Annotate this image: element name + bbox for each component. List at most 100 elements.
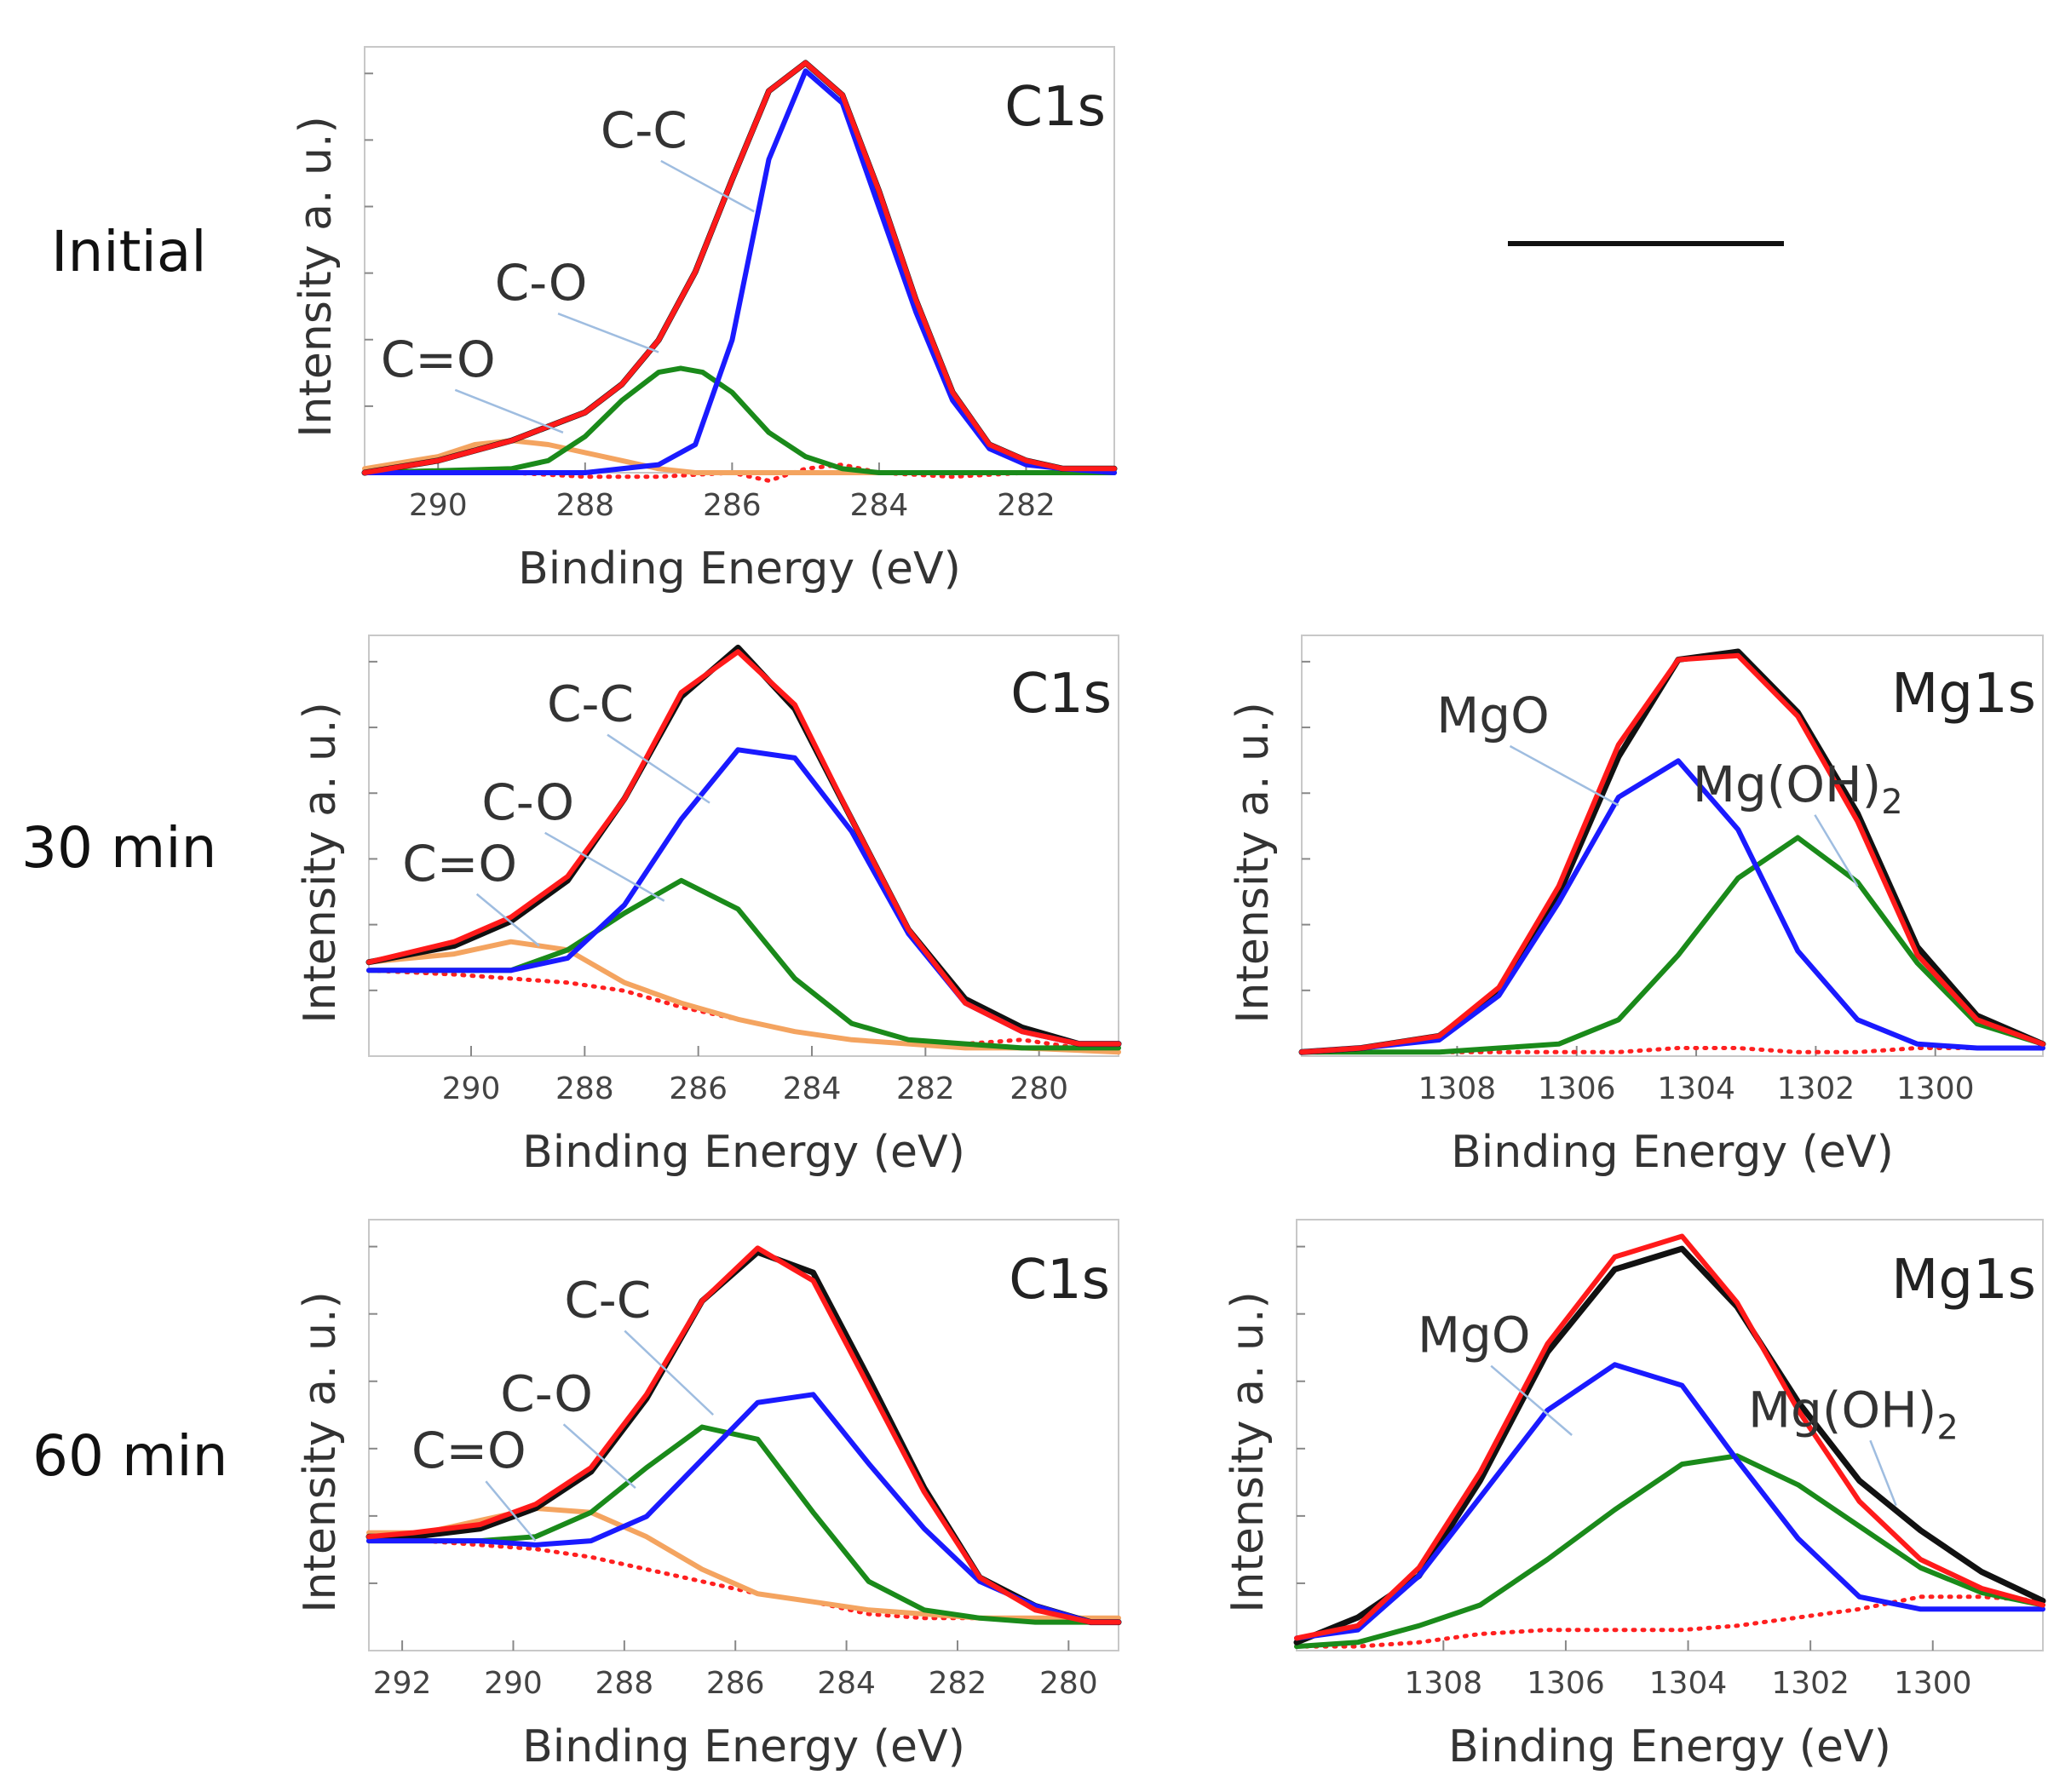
x-axis-title: Binding Energy (eV) — [522, 1721, 965, 1772]
x-tick-label: 282 — [896, 1071, 955, 1106]
y-axis-title: Intensity a. u.) — [295, 702, 346, 1024]
series-line-c-c — [362, 68, 1117, 475]
series-line-c-o — [366, 1424, 1121, 1625]
x-tick-label: 1302 — [1771, 1666, 1850, 1701]
x-tick-label: 1304 — [1649, 1666, 1728, 1701]
plot-frame — [368, 1219, 1119, 1651]
series-line-envelope — [362, 60, 1117, 475]
series-line-c-eq-o — [366, 939, 1121, 1055]
series-line-background — [1294, 1594, 2045, 1649]
x-tick-label: 280 — [1039, 1666, 1098, 1701]
peak-label: MgO — [1436, 686, 1550, 744]
peak-label: C-O — [495, 254, 588, 312]
plot-frame — [368, 635, 1119, 1057]
row-label-60min: 60 min — [32, 1423, 227, 1489]
chart-c1s_30min: 290 288 286 284 282 280 Binding Energy (eV) Int… — [295, 635, 1122, 1178]
series-line-mgo — [1299, 758, 2045, 1055]
x-tick-label: 280 — [1010, 1071, 1068, 1106]
x-tick-label: 288 — [555, 1071, 614, 1106]
x-tick-label: 290 — [442, 1071, 501, 1106]
leader-line — [557, 313, 659, 353]
series-line-background — [366, 1538, 1121, 1621]
y-axis-title: Intensity a. u.) — [1222, 1291, 1274, 1613]
leader-line — [485, 1480, 537, 1542]
series-line-envelope — [366, 649, 1121, 1047]
peak-label-text: Mg(OH) — [1748, 1381, 1936, 1439]
x-tick-label: 1308 — [1405, 1666, 1483, 1701]
y-axis-title: Intensity a. u.) — [1228, 702, 1279, 1024]
x-tick-label: 290 — [409, 488, 468, 523]
leader-line — [475, 893, 540, 947]
x-tick-label: 286 — [669, 1071, 728, 1106]
peak-label-text: Mg(OH) — [1693, 755, 1881, 813]
leader-line — [1869, 1439, 1897, 1507]
series-line-mgoh2 — [1294, 1453, 2045, 1650]
y-axis-title: Intensity a. u.) — [291, 116, 342, 438]
leader-line — [544, 831, 665, 902]
peak-label: C=O — [402, 835, 517, 893]
x-tick-label: 290 — [484, 1666, 543, 1701]
row-label-30min: 30 min — [21, 815, 216, 881]
chart-c1s_initial: 290 288 286 284 282 Binding Energy (eV) Intens… — [291, 46, 1118, 594]
x-axis-title: Binding Energy (eV) — [1451, 1127, 1894, 1178]
peak-label: MgO — [1418, 1307, 1531, 1364]
leader-line — [607, 733, 710, 804]
peak-label: C-C — [564, 1272, 651, 1330]
x-tick-label: 284 — [783, 1071, 842, 1106]
series-line-background — [366, 968, 1121, 1054]
core-level-title: Mg1s — [1891, 1249, 2036, 1312]
series-line-c-o — [362, 365, 1117, 475]
core-level-title: C1s — [1010, 663, 1112, 726]
series-line-background — [1299, 1046, 2045, 1054]
x-axis-title: Binding Energy (eV) — [1448, 1721, 1891, 1772]
peak-label: C=O — [381, 330, 496, 388]
leader-line — [660, 159, 755, 213]
leader-line — [454, 388, 564, 434]
y-axis-title: Intensity a. u.) — [295, 1291, 346, 1613]
x-axis-title: Binding Energy (eV) — [518, 543, 961, 594]
x-tick-label: 292 — [373, 1666, 432, 1701]
peak-label: C-O — [500, 1364, 593, 1422]
series-line-experimental — [361, 60, 1118, 476]
x-tick-label: 286 — [706, 1666, 765, 1701]
leader-line — [1814, 814, 1859, 887]
peak-label: C-C — [601, 101, 687, 159]
x-tick-label: 288 — [555, 488, 614, 523]
leader-line — [562, 1423, 636, 1489]
x-tick-label: 1300 — [1894, 1666, 1972, 1701]
row-label-initial: Initial — [51, 219, 207, 284]
x-tick-label: 282 — [929, 1666, 987, 1701]
series-line-mgo — [1294, 1362, 2045, 1641]
series-line-envelope — [1299, 652, 2045, 1055]
peak-label-subscript: 2 — [1936, 1408, 1958, 1447]
series-line-envelope — [1294, 1233, 2045, 1641]
series-line-mgoh2 — [1299, 835, 2045, 1055]
core-level-title: C1s — [1009, 1249, 1110, 1312]
peak-label: C-O — [481, 773, 574, 831]
peak-label: Mg(OH)2 — [1748, 1381, 1959, 1447]
plot-frame — [1296, 1219, 2044, 1651]
x-tick-label: 284 — [850, 488, 909, 523]
x-tick-label: 284 — [817, 1666, 876, 1701]
series-line-envelope — [366, 1245, 1121, 1625]
x-tick-label: 1306 — [1538, 1071, 1616, 1106]
peak-label-subscript: 2 — [1881, 783, 1902, 822]
x-tick-label: 1300 — [1896, 1071, 1975, 1106]
x-tick-label: 1308 — [1418, 1071, 1497, 1106]
series-line-c-eq-o — [362, 438, 1117, 475]
x-tick-label: 288 — [595, 1666, 653, 1701]
peak-label: C-C — [547, 675, 634, 733]
leader-line — [1509, 744, 1619, 807]
plot-frame — [364, 46, 1115, 474]
x-tick-label: 1302 — [1777, 1071, 1855, 1106]
x-tick-label: 1306 — [1527, 1666, 1605, 1701]
chart-c1s_60min: 292 290 288 286 284 282 280 Binding Energy (eV)… — [295, 1219, 1122, 1772]
x-axis-title: Binding Energy (eV) — [522, 1127, 965, 1178]
plot-frame — [1301, 635, 2044, 1057]
peak-label: Mg(OH)2 — [1693, 755, 1903, 822]
x-tick-label: 1304 — [1657, 1071, 1735, 1106]
leader-line — [624, 1330, 715, 1416]
